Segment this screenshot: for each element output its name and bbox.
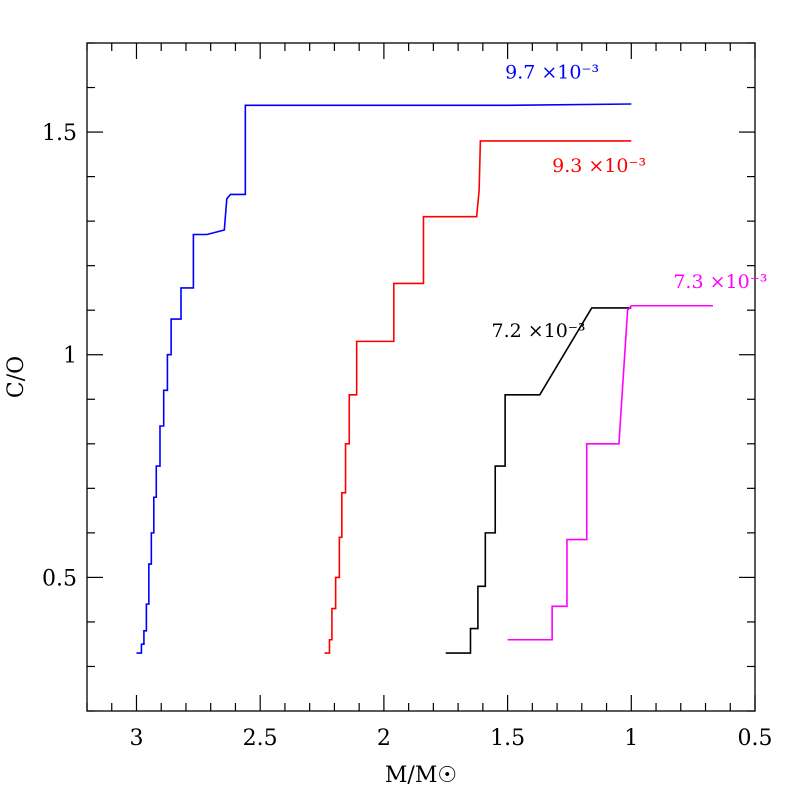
y-tick-label: 0.5	[42, 566, 77, 591]
x-axis-title: M/M☉	[385, 763, 457, 788]
annotation-layer: 9.7 ×10⁻³ 9.3 ×10⁻³ 7.2 ×10⁻³ 7.3 ×10⁻³	[492, 62, 768, 342]
x-tick-label: 1.5	[490, 726, 525, 751]
y-tick-label: 1	[63, 344, 77, 369]
x-tick-label: 2	[377, 726, 391, 751]
x-tick-label: 1	[624, 726, 638, 751]
y-axis-title: C/O	[4, 356, 29, 398]
series-line-3	[507, 304, 713, 641]
axis-tick-labels: 3 2.5 2 1.5 1 0.5 0.5 1 1.5	[42, 121, 773, 751]
x-tick-label: 0.5	[738, 726, 773, 751]
series-line-2	[445, 307, 632, 654]
series-label-2: 7.2 ×10⁻³	[492, 320, 586, 342]
x-tick-label: 3	[129, 726, 143, 751]
x-tick-label: 2.5	[243, 726, 278, 751]
series-label-1: 9.3 ×10⁻³	[552, 155, 646, 177]
series-label-3: 7.3 ×10⁻³	[673, 271, 767, 293]
axis-ticks	[86, 42, 756, 712]
series-label-0: 9.7 ×10⁻³	[505, 62, 599, 84]
series-line-0	[136, 103, 632, 654]
series-layer	[136, 103, 713, 654]
plot-frame	[86, 42, 756, 712]
series-line-1	[324, 140, 632, 654]
y-tick-label: 1.5	[42, 121, 77, 146]
